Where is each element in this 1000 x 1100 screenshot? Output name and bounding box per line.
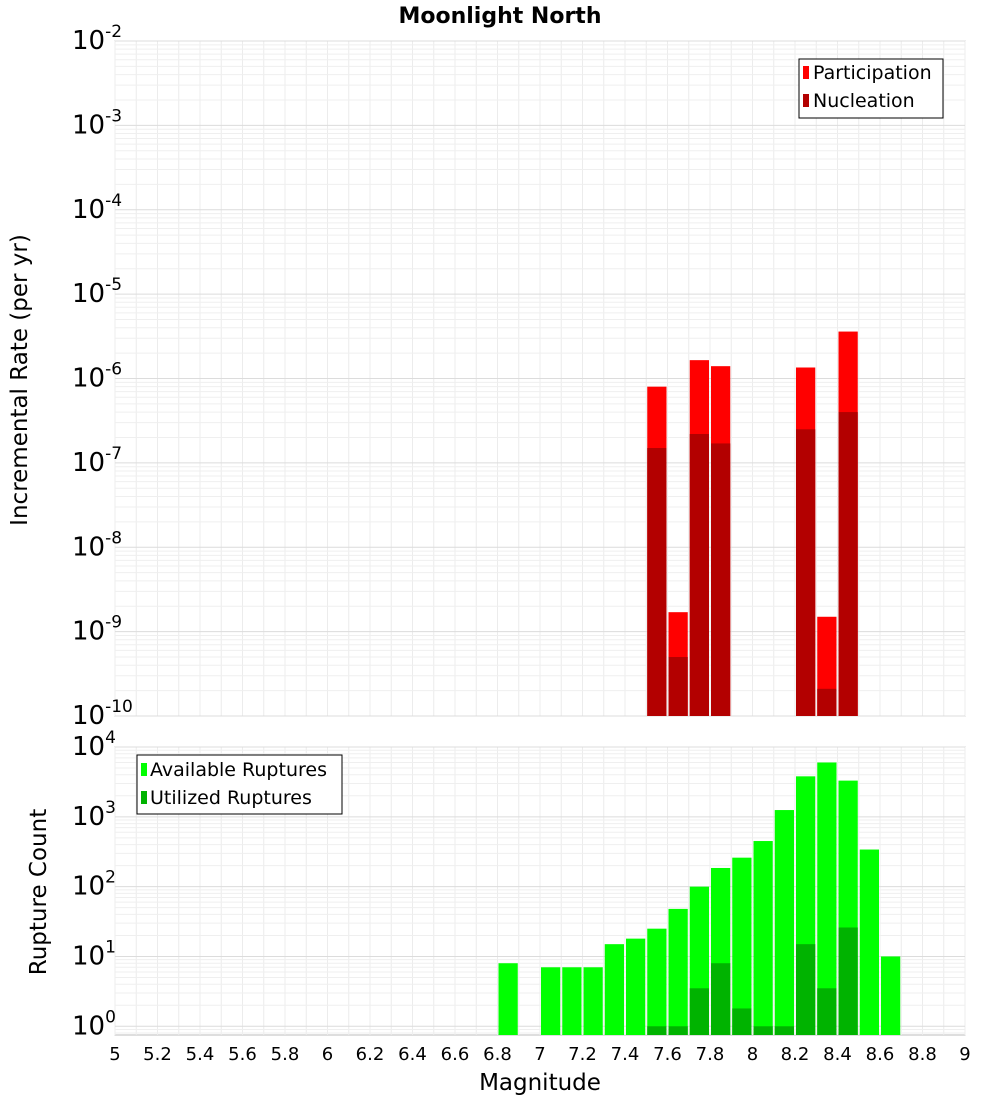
available-ruptures-bar [583,967,603,1035]
y-tick-label: 10-4 [72,191,122,225]
bottom-y-tick-labels: 100 101 102 103 104 [72,728,116,1041]
x-tick-label: 7.4 [611,1044,640,1065]
x-tick-label: 9 [959,1044,970,1065]
available-ruptures-bar [817,762,837,1035]
utilized-ruptures-bar [817,988,837,1035]
y-tick-label: 10-6 [72,360,122,394]
x-tick-label: 7.8 [696,1044,725,1065]
utilized-ruptures-bar [711,963,731,1035]
y-tick-label: 10-10 [72,697,133,731]
available-ruptures-bar [647,928,667,1035]
available-ruptures-bar [498,963,518,1035]
x-tick-label: 6.4 [398,1044,427,1065]
top-bars [647,331,858,716]
x-tick-label: 8.4 [823,1044,852,1065]
utilized-ruptures-bar [647,1026,667,1035]
x-tick-label: 5.6 [228,1044,257,1065]
utilized-ruptures-bar [753,1026,773,1035]
bottom-chart: 100 101 102 103 104 5 5.2 5.4 5.6 5.8 6 6.2 6.4 6.6 6… [26,728,971,1096]
available-ruptures-bar [774,810,794,1035]
utilized-ruptures-bar [796,944,816,1035]
bottom-y-axis-label: Rupture Count [26,809,52,975]
available-ruptures-bar [881,956,901,1035]
available-ruptures-bar [859,849,879,1035]
utilized-legend-swatch [141,791,147,804]
nucleation-bar [668,657,688,716]
nucleation-bar [838,412,858,716]
nucleation-bar [817,688,837,716]
top-legend-box [798,58,944,119]
y-tick-label: 10-2 [72,22,122,56]
top-y-axis-label: Incremental Rate (per yr) [7,234,33,526]
top-chart: 10-10 10-9 10-8 10-7 10-6 10-5 10-4 10-3 10-2 In… [7,22,966,731]
x-tick-label: 5 [109,1044,120,1065]
available-legend-label: Available Ruptures [150,759,327,781]
nucleation-bar [689,433,709,716]
y-tick-label: 104 [72,728,116,762]
y-tick-label: 10-9 [72,613,122,647]
utilized-ruptures-bar [838,927,858,1035]
x-tick-label: 7.2 [568,1044,597,1065]
utilized-ruptures-bar [668,1026,688,1035]
nucleation-bar [711,443,731,716]
nucleation-legend-label: Nucleation [813,90,915,112]
y-tick-label: 10-5 [72,275,122,309]
y-tick-label: 100 [72,1007,116,1041]
x-tick-label: 6.6 [441,1044,470,1065]
x-tick-label: 6.8 [483,1044,512,1065]
available-ruptures-bar [604,944,624,1035]
chart-title: Moonlight North [398,4,601,29]
y-tick-label: 101 [72,937,116,971]
utilized-ruptures-bar [732,1008,752,1035]
available-ruptures-bar [562,967,582,1035]
x-tick-label: 8.8 [908,1044,937,1065]
x-tick-label: 6 [322,1044,333,1065]
utilized-ruptures-bar [689,988,709,1035]
y-tick-label: 10-3 [72,106,122,140]
top-y-tick-labels: 10-10 10-9 10-8 10-7 10-6 10-5 10-4 10-3 10-2 [72,22,133,731]
x-tick-label: 5.4 [186,1044,215,1065]
x-tick-label: 8.2 [781,1044,810,1065]
utilized-ruptures-bar [774,1026,794,1035]
bottom-legend: Available Ruptures Utilized Ruptures [136,754,343,815]
nucleation-legend-swatch [803,94,809,107]
x-tick-labels: 5 5.2 5.4 5.6 5.8 6 6.2 6.4 6.6 6.8 7 7.2 7.4 7.6 7.8 8… [109,1044,970,1065]
available-ruptures-bar [626,938,646,1035]
top-grid [114,40,966,717]
available-ruptures-bar [668,908,688,1035]
y-tick-label: 103 [72,798,116,832]
x-tick-label: 7 [534,1044,545,1065]
x-tick-label: 5.8 [271,1044,300,1065]
y-tick-label: 102 [72,868,116,902]
x-axis-label: Magnitude [479,1070,601,1096]
available-ruptures-bar [541,967,561,1035]
available-ruptures-bar [753,841,773,1035]
top-legend: Participation Nucleation [798,58,944,119]
bottom-legend-box [136,754,343,815]
available-ruptures-bar [732,857,752,1035]
x-tick-label: 5.2 [143,1044,172,1065]
bottom-bars [498,762,901,1035]
nucleation-bar [647,448,667,716]
participation-legend-label: Participation [813,62,932,84]
x-tick-label: 7.6 [653,1044,682,1065]
x-tick-label: 8 [747,1044,758,1065]
y-tick-label: 10-7 [72,444,122,478]
nucleation-bar [796,429,816,716]
y-tick-label: 10-8 [72,528,122,562]
x-tick-label: 6.2 [356,1044,385,1065]
utilized-legend-label: Utilized Ruptures [150,787,312,809]
participation-legend-swatch [803,66,809,79]
x-tick-label: 8.6 [866,1044,895,1065]
available-legend-swatch [141,763,147,776]
